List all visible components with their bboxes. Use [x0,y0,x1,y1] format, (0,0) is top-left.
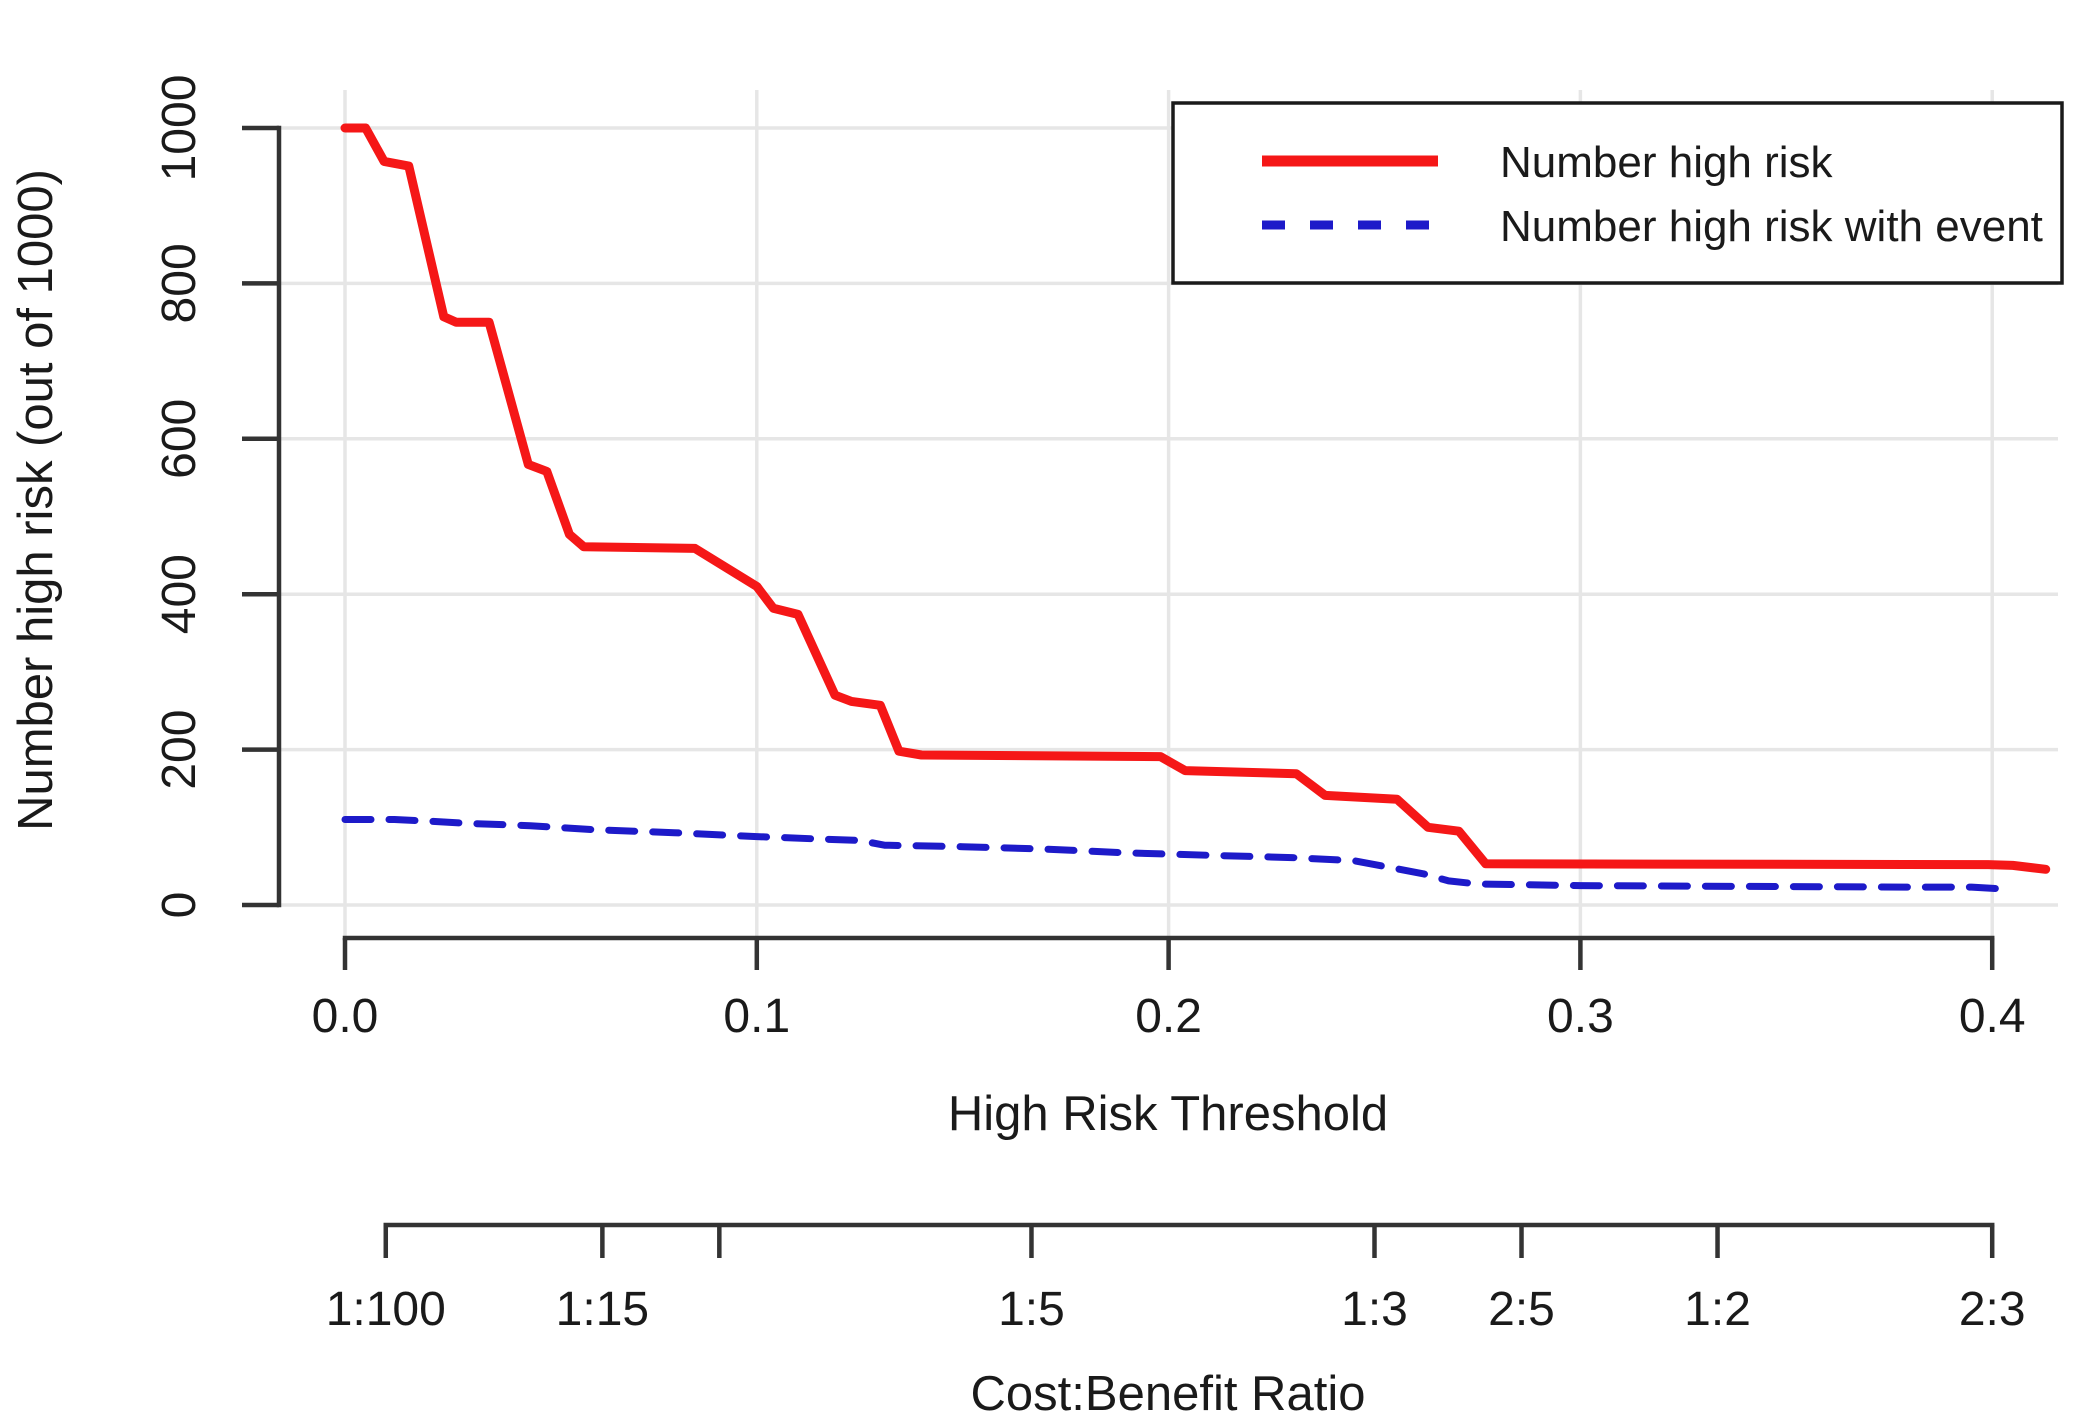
cost-benefit-axis-title: Cost:Benefit Ratio [971,1367,1366,1421]
legend-box [1171,101,2064,285]
x-tick-label: 0.2 [1135,990,1202,1043]
y-axis: 0 200 400 600 800 1000 [153,75,282,919]
x-tick-label: 0.1 [723,990,790,1043]
y-tick-label: 600 [153,399,206,479]
y-tick-label: 200 [153,710,206,790]
x-tick-label: 0.3 [1547,990,1614,1043]
cost-benefit-tick-label: 1:100 [326,1283,446,1336]
legend-label-high-risk-event: Number high risk with event [1500,202,2043,251]
x-axis: 0.0 0.1 0.2 0.3 0.4 [312,935,2026,1043]
y-tick-label: 400 [153,554,206,634]
high-risk-with-event-line [341,816,2017,893]
legend: Number high risk Number high risk with e… [1171,101,2064,285]
x-tick-label: 0.0 [312,990,379,1043]
cost-benefit-tick-label: 1:5 [998,1283,1065,1336]
x-tick-label: 0.4 [1959,990,2026,1043]
y-tick-label: 800 [153,243,206,323]
cost-benefit-tick-label: 2:3 [1959,1283,2026,1336]
y-tick-label: 0 [153,892,206,919]
x-axis-title: High Risk Threshold [948,1087,1388,1141]
legend-label-high-risk: Number high risk [1500,138,1834,187]
cost-benefit-tick-label: 1:3 [1341,1283,1408,1336]
cost-benefit-tick-label: 1:2 [1684,1283,1751,1336]
cost-benefit-tick-label: 2:5 [1488,1283,1555,1336]
cost-benefit-axis: 1:100 1:15 1:5 1:3 2:5 1:2 2:3 [326,1222,2026,1336]
y-axis-title: Number high risk (out of 1000) [9,169,63,831]
y-tick-label: 1000 [153,75,206,182]
cost-benefit-tick-label: 1:15 [556,1283,649,1336]
high-risk-line [340,123,2051,874]
